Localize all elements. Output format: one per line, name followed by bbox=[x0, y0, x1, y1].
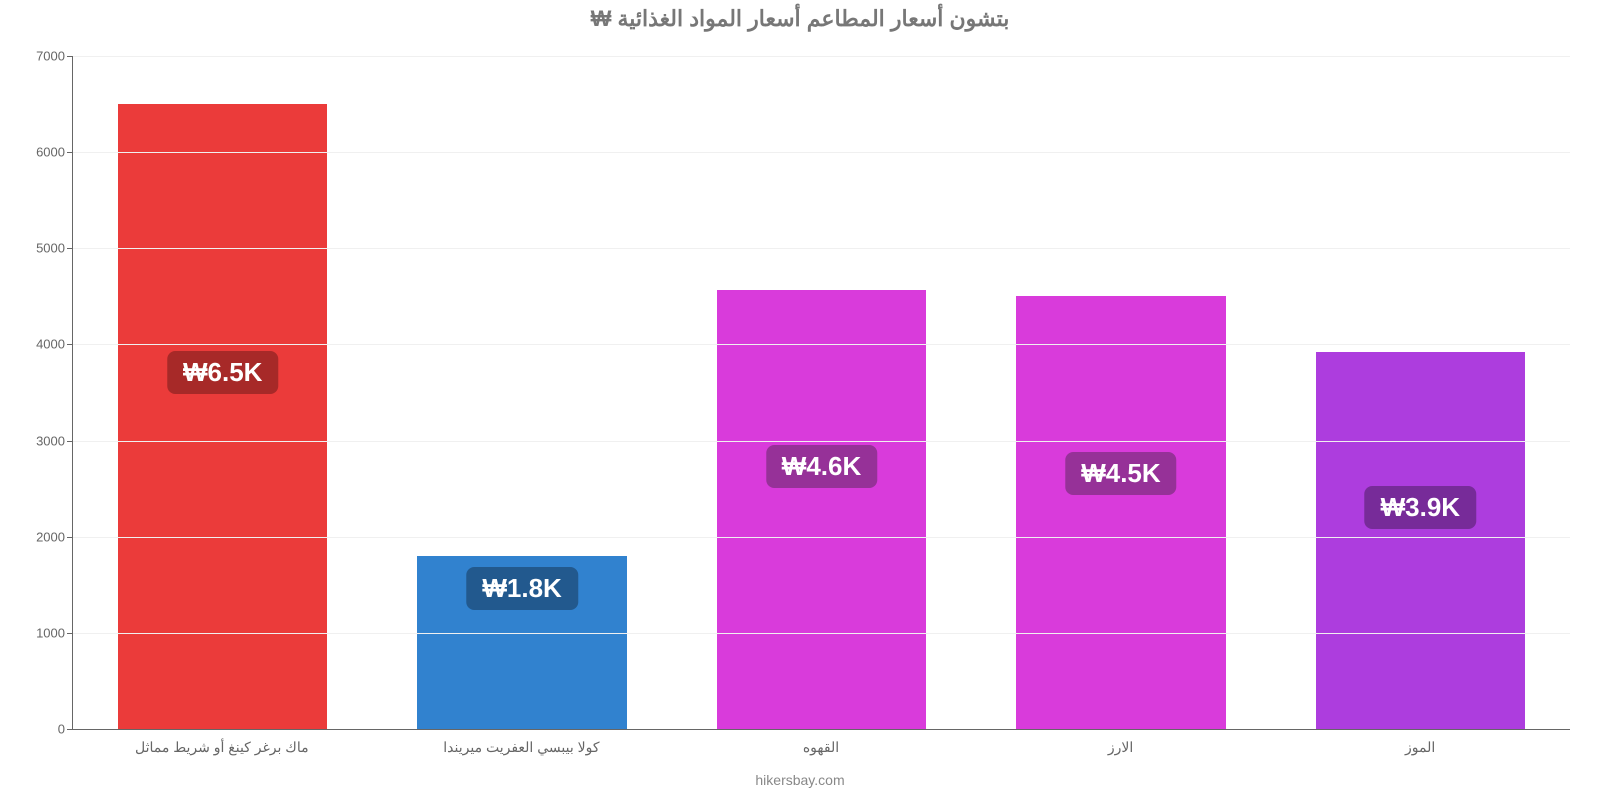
gridline bbox=[73, 441, 1570, 442]
price-bar-chart: بتشون أسعار المطاعم أسعار المواد الغذائي… bbox=[0, 0, 1600, 800]
bar bbox=[1316, 352, 1526, 729]
y-tick-label: 4000 bbox=[36, 337, 73, 352]
chart-title: بتشون أسعار المطاعم أسعار المواد الغذائي… bbox=[0, 6, 1600, 32]
bar-slot: ₩4.5K bbox=[971, 56, 1270, 729]
bar-slot: ₩4.6K bbox=[672, 56, 971, 729]
gridline bbox=[73, 537, 1570, 538]
bars-container: ₩6.5K ₩1.8K ₩4.6K ₩4.5K ₩3.9K bbox=[73, 56, 1570, 729]
value-badge: ₩4.6K bbox=[766, 445, 877, 488]
x-axis-label: كولا بيبسي العفريت ميريندا bbox=[372, 739, 672, 756]
bar-slot: ₩3.9K bbox=[1271, 56, 1570, 729]
x-axis-labels: ماك برغر كينغ أو شريط مماثلكولا بيبسي ال… bbox=[72, 739, 1570, 756]
bar bbox=[1016, 296, 1226, 729]
x-axis-label: الارز bbox=[971, 739, 1271, 756]
y-tick-label: 5000 bbox=[36, 241, 73, 256]
bar-slot: ₩1.8K bbox=[372, 56, 671, 729]
y-tick-label: 7000 bbox=[36, 49, 73, 64]
gridline bbox=[73, 633, 1570, 634]
bar-slot: ₩6.5K bbox=[73, 56, 372, 729]
gridline bbox=[73, 248, 1570, 249]
gridline bbox=[73, 152, 1570, 153]
gridline bbox=[73, 344, 1570, 345]
attribution: hikersbay.com bbox=[0, 772, 1600, 788]
y-tick-label: 1000 bbox=[36, 625, 73, 640]
plot-area: ₩6.5K₩1.8K₩4.6K₩4.5K₩3.9K 01000200030004… bbox=[72, 56, 1570, 730]
bar bbox=[118, 104, 328, 729]
y-tick-label: 3000 bbox=[36, 433, 73, 448]
value-badge: ₩6.5K bbox=[167, 351, 278, 394]
x-axis-label: ماك برغر كينغ أو شريط مماثل bbox=[72, 739, 372, 756]
y-tick-label: 6000 bbox=[36, 145, 73, 160]
y-tick-label: 0 bbox=[58, 722, 73, 737]
x-axis-label: الموز bbox=[1270, 739, 1570, 756]
value-badge: ₩4.5K bbox=[1065, 452, 1176, 495]
value-badge: ₩1.8K bbox=[466, 567, 577, 610]
gridline bbox=[73, 56, 1570, 57]
bar bbox=[717, 290, 927, 729]
x-axis-label: القهوه bbox=[671, 739, 971, 756]
value-badge: ₩3.9K bbox=[1365, 486, 1476, 529]
y-tick-label: 2000 bbox=[36, 529, 73, 544]
